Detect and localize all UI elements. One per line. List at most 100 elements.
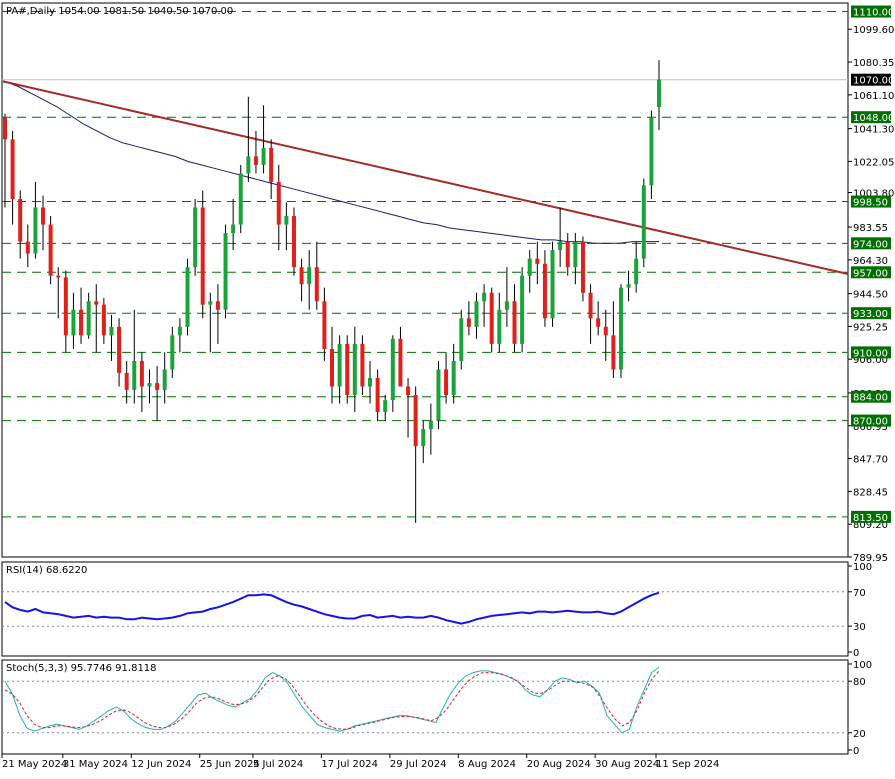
candle-body — [626, 284, 631, 288]
candle-body — [109, 326, 114, 336]
candle — [626, 270, 631, 302]
candle-body — [86, 301, 91, 336]
y-tick-label: 1003.80 — [853, 189, 894, 200]
candle — [558, 207, 563, 268]
candle-body — [413, 395, 418, 447]
candle — [238, 164, 243, 234]
y-tick-label: 944.50 — [853, 290, 888, 301]
candle — [246, 96, 251, 182]
candle — [208, 292, 213, 353]
candle-body — [459, 318, 464, 361]
candle-body — [284, 216, 289, 225]
candle — [10, 130, 15, 225]
level-label: 974.00 — [853, 239, 888, 250]
candle-body — [618, 287, 623, 370]
candle — [535, 241, 540, 285]
candle-body — [238, 173, 243, 225]
y-tick-label: 0 — [853, 746, 859, 757]
candle — [33, 181, 38, 259]
candle-body — [139, 360, 144, 387]
candle-body — [314, 267, 319, 302]
candle — [565, 233, 570, 276]
candle — [520, 267, 525, 353]
candle — [170, 326, 175, 378]
candle-body — [71, 309, 76, 336]
y-tick-label: 70 — [853, 588, 866, 599]
candle — [603, 309, 608, 361]
candle — [94, 284, 99, 353]
candle-body — [466, 318, 471, 327]
candle — [489, 287, 494, 353]
candle-body — [406, 386, 411, 396]
y-tick-label: 789.95 — [853, 553, 888, 564]
candle — [466, 301, 471, 336]
candle-body — [162, 369, 167, 390]
candle-body — [451, 360, 456, 396]
candle — [276, 164, 281, 251]
level-label: 1110.00 — [853, 8, 894, 19]
candle — [63, 270, 68, 353]
main-title: PA#,Daily 1054.00 1081.50 1040.50 1070.0… — [6, 6, 233, 17]
candle — [307, 250, 312, 310]
level-label: 910.00 — [853, 348, 888, 359]
candle-body — [155, 383, 160, 390]
candle-body — [261, 147, 266, 165]
candle-body — [520, 275, 525, 344]
candle-body — [185, 267, 190, 327]
candle — [147, 369, 152, 404]
candle — [504, 267, 509, 327]
y-tick-label: 925.25 — [853, 322, 888, 333]
candle — [109, 314, 114, 361]
ma-line — [4, 80, 659, 244]
candle — [641, 178, 646, 268]
candle — [79, 287, 84, 344]
candle-body — [375, 377, 380, 413]
candle — [139, 352, 144, 413]
candle-body — [63, 277, 68, 336]
rsi-frame — [1, 561, 849, 657]
candle-body — [215, 301, 220, 310]
candle-body — [124, 372, 129, 390]
y-tick-label: 866.95 — [853, 422, 888, 433]
candle-body — [170, 335, 175, 370]
x-tick-label: 25 Jun 2024 — [200, 759, 260, 770]
y-tick-label: 0 — [853, 648, 859, 659]
candle — [413, 386, 418, 523]
candle — [41, 195, 46, 251]
x-tick-label: 17 Jul 2024 — [321, 759, 378, 770]
candle — [588, 284, 593, 344]
candle-body — [193, 207, 198, 268]
level-label-bg — [851, 346, 891, 359]
candle — [124, 360, 129, 404]
candle-body — [3, 117, 7, 140]
price-levels — [2, 11, 848, 518]
candle — [634, 241, 639, 293]
y-tick-label: 30 — [853, 622, 866, 633]
x-tick-label: 8 Aug 2024 — [458, 759, 516, 770]
candle-body — [79, 309, 84, 336]
candle — [390, 335, 395, 413]
candle-body — [603, 326, 608, 336]
candle — [177, 318, 182, 353]
candle-body — [558, 241, 563, 251]
candle — [459, 309, 464, 370]
panel-frames — [1, 2, 849, 755]
candle — [428, 403, 433, 455]
current-price-bg — [851, 73, 891, 86]
candle — [253, 130, 258, 174]
candle — [406, 377, 411, 438]
candle-body — [330, 348, 334, 387]
moving-average — [4, 80, 659, 244]
y-tick-label: 1022.05 — [853, 157, 894, 168]
candle-body — [504, 301, 509, 310]
candle — [649, 110, 654, 200]
candle — [117, 318, 122, 387]
candle — [155, 366, 160, 421]
candle-body — [611, 335, 616, 370]
candle — [185, 258, 190, 336]
candle-body — [390, 338, 395, 401]
rsi-panel: 100 70 30 0 — [2, 562, 872, 659]
candle — [299, 258, 304, 302]
